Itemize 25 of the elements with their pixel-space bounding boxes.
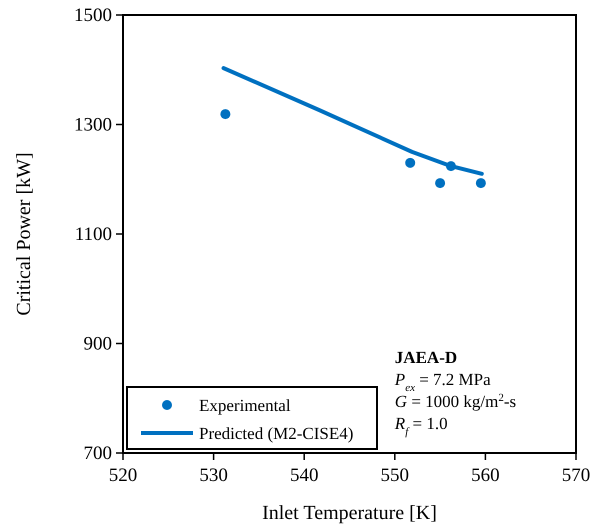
annotation: JAEA-D: [394, 348, 458, 367]
legend-label: Experimental: [199, 396, 291, 415]
point: [476, 178, 486, 188]
x-tick-label: 520: [108, 465, 138, 486]
y-tick-label: 1100: [74, 224, 112, 245]
y-tick-label: 900: [84, 334, 112, 354]
annotation: R$_{f}$ = 1.0: [394, 414, 448, 438]
point: [435, 178, 446, 188]
y-tick-label: 1500: [74, 5, 112, 26]
legend-label: Predicted (M2-CISE4): [199, 424, 354, 443]
x-tick-label: 570: [562, 465, 590, 486]
point: [446, 161, 456, 172]
x-tick-label: 560: [471, 465, 500, 486]
point: [220, 109, 230, 120]
x-axis-title: Inlet Temperature [K]: [262, 502, 437, 524]
x-tick-label: 540: [290, 465, 318, 486]
y-axis-title: Critical Power [kW]: [13, 152, 35, 316]
point: [405, 158, 416, 168]
x-tick-label: 550: [380, 465, 410, 486]
x-tick-label: 530: [199, 465, 228, 486]
annotation: P$_{ex}$ = 7.2 MPa: [394, 370, 492, 394]
y-tick-label: 700: [84, 443, 112, 464]
line-series: [222, 66, 484, 176]
y-tick-label: 1300: [74, 114, 112, 136]
annotation: G = 1000 kg/m$^{2}$-s: [394, 392, 516, 411]
